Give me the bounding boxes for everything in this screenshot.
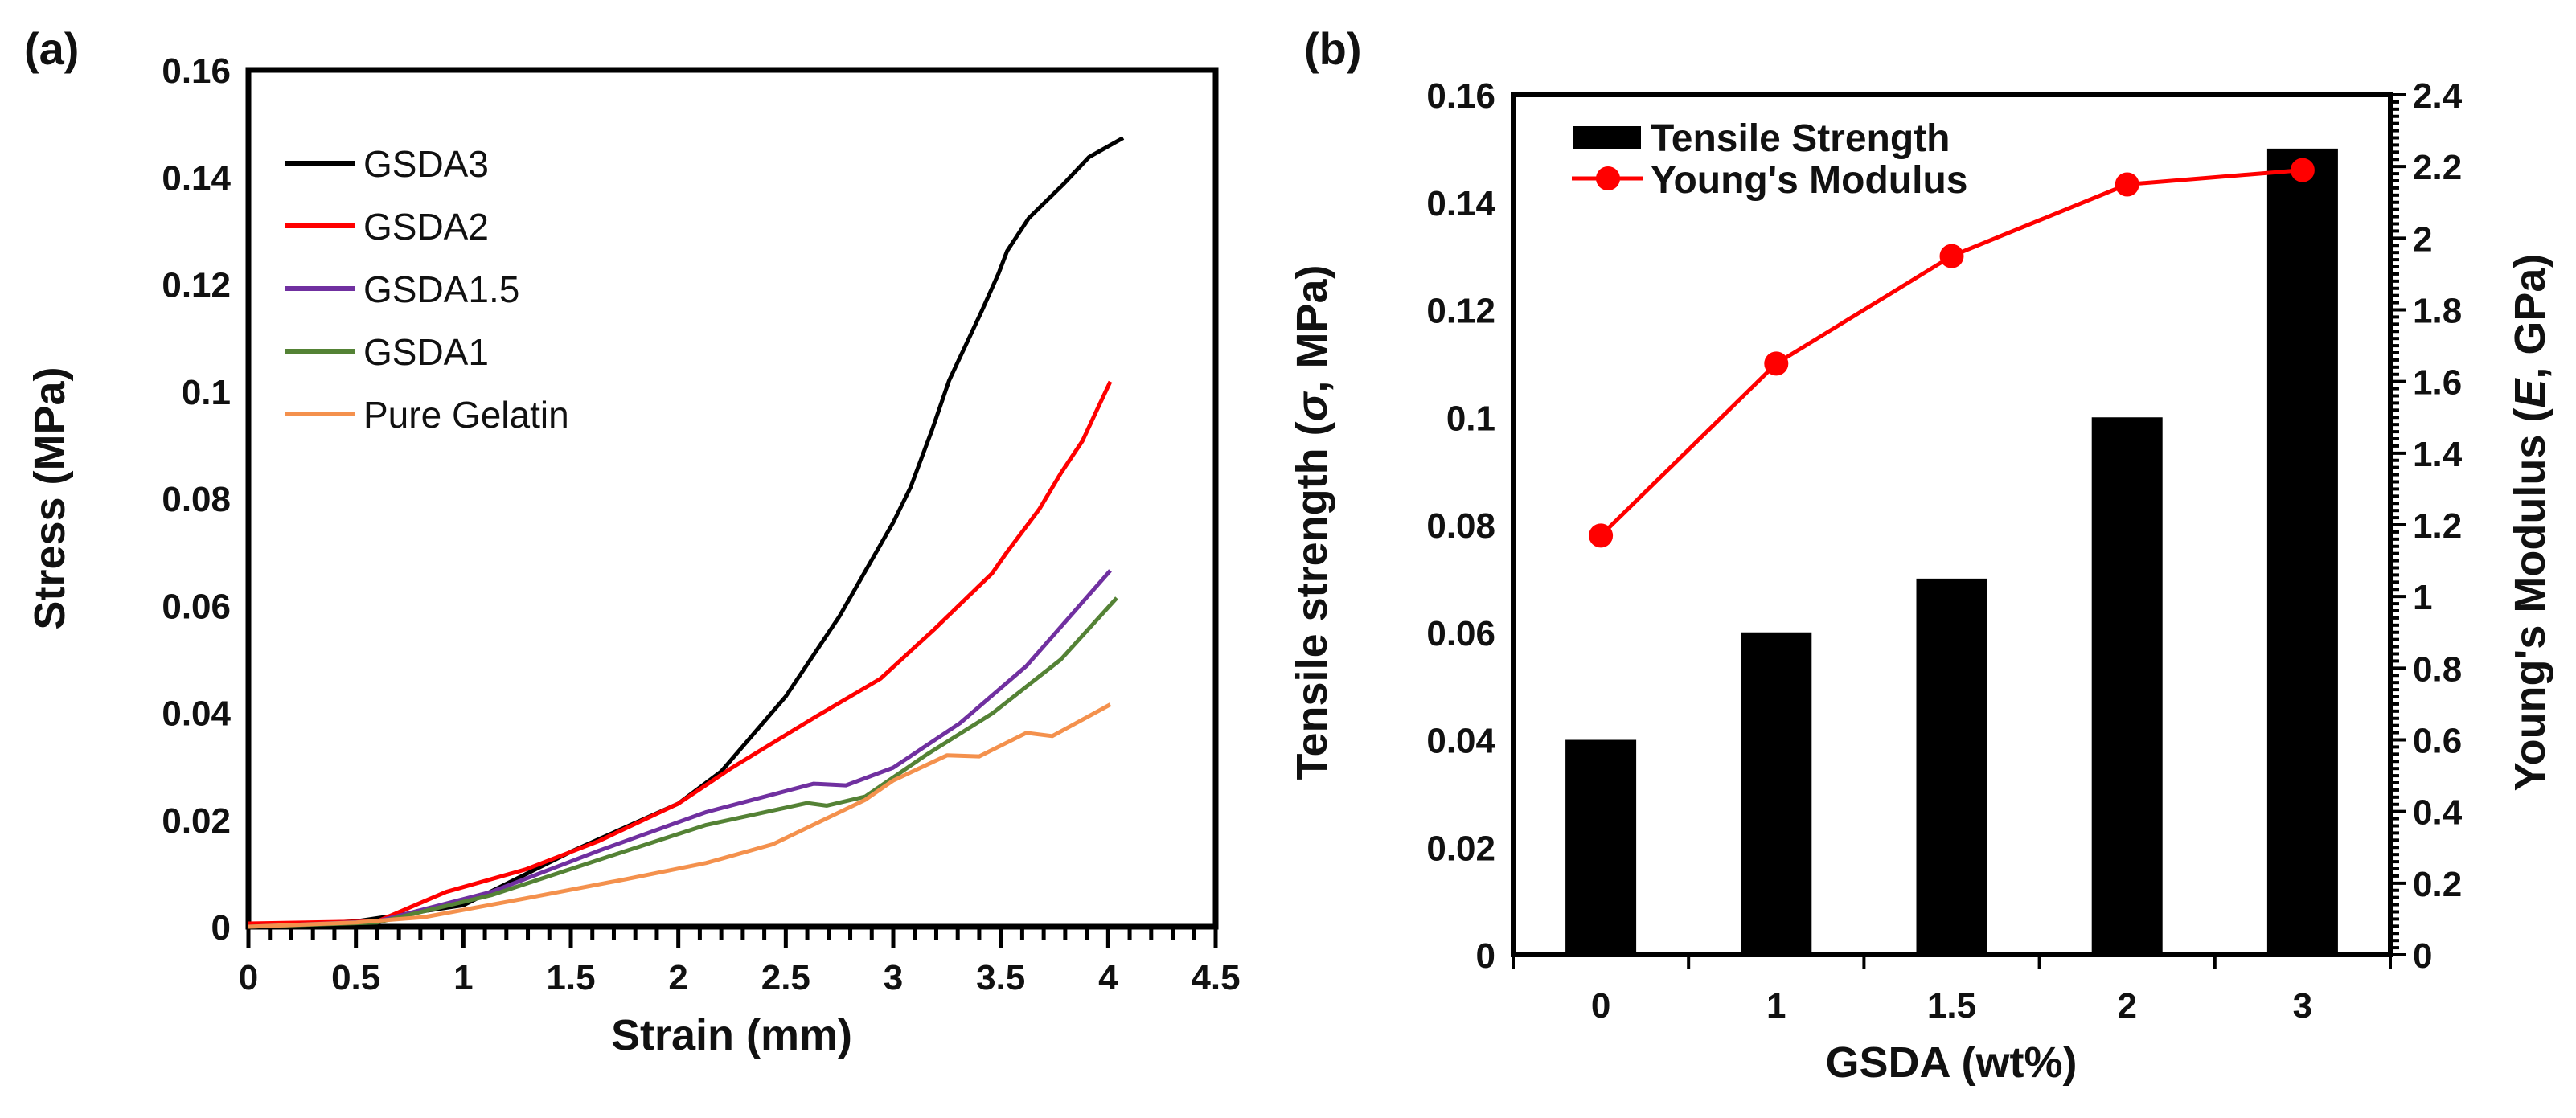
y-tick-label: 0.08 — [162, 480, 231, 519]
bar-tensile-strength — [1741, 632, 1812, 955]
y2-tick-label: 1 — [2413, 578, 2432, 617]
y-tick-label: 0.12 — [1426, 292, 1495, 331]
y2-title-part: Young's Modulus ( — [2506, 408, 2554, 792]
y-tick-label: 0.16 — [1426, 76, 1495, 116]
y-tick-label: 0.06 — [1426, 614, 1495, 653]
legend-swatch-marker — [1596, 166, 1620, 190]
bar-tensile-strength — [1565, 739, 1637, 955]
panel-a-stress-strain: 0 0.02 0.04 0.06 0.08 0.1 0.12 0.14 0.16 0 0.5 1 1.5… — [162, 51, 1240, 997]
panel-b-y-axis-title: Tensile strength (σ, MPa) — [1288, 265, 1336, 780]
y2-tick-label: 2.2 — [2413, 148, 2462, 187]
panel-label-b: (b) — [1304, 23, 1362, 74]
y2-title-e: E — [2506, 378, 2554, 408]
x-tick-label: 3 — [884, 958, 903, 997]
y2-tick-label: 0.4 — [2413, 793, 2463, 833]
youngs-modulus-point — [2115, 172, 2139, 197]
y2-tick-label: 1.4 — [2413, 435, 2463, 474]
y-tick-label: 0.14 — [1426, 184, 1495, 223]
youngs-modulus-point — [1764, 351, 1789, 376]
y-tick-label: 0.14 — [162, 158, 231, 198]
y-tick-label: 0 — [1476, 936, 1495, 976]
legend-label: GSDA1 — [363, 331, 489, 373]
panel-b-x-axis-title: GSDA (wt%) — [1826, 1038, 2078, 1087]
y-tick-label: 0.04 — [162, 694, 231, 734]
series-line-pure-gelatin — [248, 702, 1112, 929]
y2-tick-label: 1.8 — [2413, 292, 2462, 331]
x-tick-label: 0.5 — [331, 958, 380, 997]
youngs-modulus-point — [2290, 158, 2315, 182]
x-tick-label: 2.5 — [761, 958, 810, 997]
x-tick-label: 1 — [453, 958, 473, 997]
panel-label-a: (a) — [24, 23, 79, 74]
legend-label: GSDA1.5 — [363, 268, 519, 310]
y2-tick-label: 2.4 — [2413, 76, 2463, 116]
panel-a-y-axis-title: Stress (MPa) — [26, 367, 74, 629]
series-line-gsda2 — [248, 380, 1113, 926]
series-line-gsda1 — [248, 596, 1118, 929]
y2-tick-label: 0 — [2413, 936, 2432, 976]
x-tick-label: 1 — [1766, 986, 1786, 1026]
youngs-modulus-line — [1599, 168, 2303, 538]
panel-b-bar-line: 0 0.02 0.04 0.06 0.08 0.1 0.12 0.14 0.16 0 0.2 0.4 0… — [1426, 76, 2462, 1026]
x-tick-label: 3 — [2293, 986, 2312, 1026]
y-tick-label: 0.04 — [1426, 722, 1495, 761]
y2-tick-label: 0.8 — [2413, 649, 2462, 689]
youngs-modulus-point — [1589, 523, 1614, 548]
y-tick-label: 0 — [211, 908, 231, 948]
x-tick-label: 4.5 — [1191, 958, 1240, 997]
bar-tensile-strength — [1916, 578, 1987, 955]
youngs-modulus-point — [1939, 244, 1964, 268]
y2-tick-label: 0.6 — [2413, 722, 2462, 761]
bar-tensile-strength — [2091, 417, 2163, 955]
y-title-part: , MPa) — [1288, 265, 1336, 393]
legend-label: Young's Modulus — [1651, 159, 1967, 202]
x-tick-label: 3.5 — [976, 958, 1025, 997]
x-tick-label: 0 — [1591, 986, 1610, 1026]
y-title-part: Tensile strength ( — [1288, 421, 1336, 780]
y2-title-part: , GPa) — [2506, 254, 2554, 379]
y-tick-label: 0.12 — [162, 266, 231, 305]
y-tick-label: 0.06 — [162, 587, 231, 626]
panel-a-x-axis-title: Strain (mm) — [611, 1011, 852, 1059]
y-tick-label: 0.1 — [1446, 399, 1495, 438]
x-tick-label: 4 — [1098, 958, 1118, 997]
x-tick-label: 0 — [239, 958, 258, 997]
y-tick-label: 0.02 — [162, 801, 231, 841]
y-tick-label: 0.08 — [1426, 506, 1495, 546]
y-title-sigma: σ — [1288, 391, 1336, 421]
x-tick-label: 2 — [2117, 986, 2136, 1026]
x-tick-label: 1.5 — [546, 958, 595, 997]
y-tick-label: 0.1 — [182, 373, 231, 412]
legend-label: GSDA3 — [363, 143, 489, 185]
panel-b-y2-axis-title: Young's Modulus (E, GPa) — [2506, 254, 2554, 792]
legend-label: Tensile Strength — [1651, 117, 1950, 160]
y2-tick-label: 0.2 — [2413, 865, 2462, 904]
series-line-gsda3 — [248, 136, 1125, 929]
x-tick-label: 2 — [668, 958, 687, 997]
plot-frame — [245, 67, 1219, 930]
x-tick-label: 1.5 — [1927, 986, 1976, 1026]
y2-tick-label: 2 — [2413, 219, 2432, 259]
y2-tick-label: 1.6 — [2413, 363, 2462, 403]
y-tick-label: 0.02 — [1426, 829, 1495, 868]
legend-label: GSDA2 — [363, 206, 489, 248]
legend-label: Pure Gelatin — [363, 394, 569, 436]
y-tick-label: 0.16 — [162, 51, 231, 91]
bar-tensile-strength — [2266, 148, 2338, 955]
legend-swatch-bar — [1573, 126, 1641, 149]
series-line-gsda1-5 — [248, 569, 1112, 929]
y2-tick-label: 1.2 — [2413, 506, 2462, 546]
